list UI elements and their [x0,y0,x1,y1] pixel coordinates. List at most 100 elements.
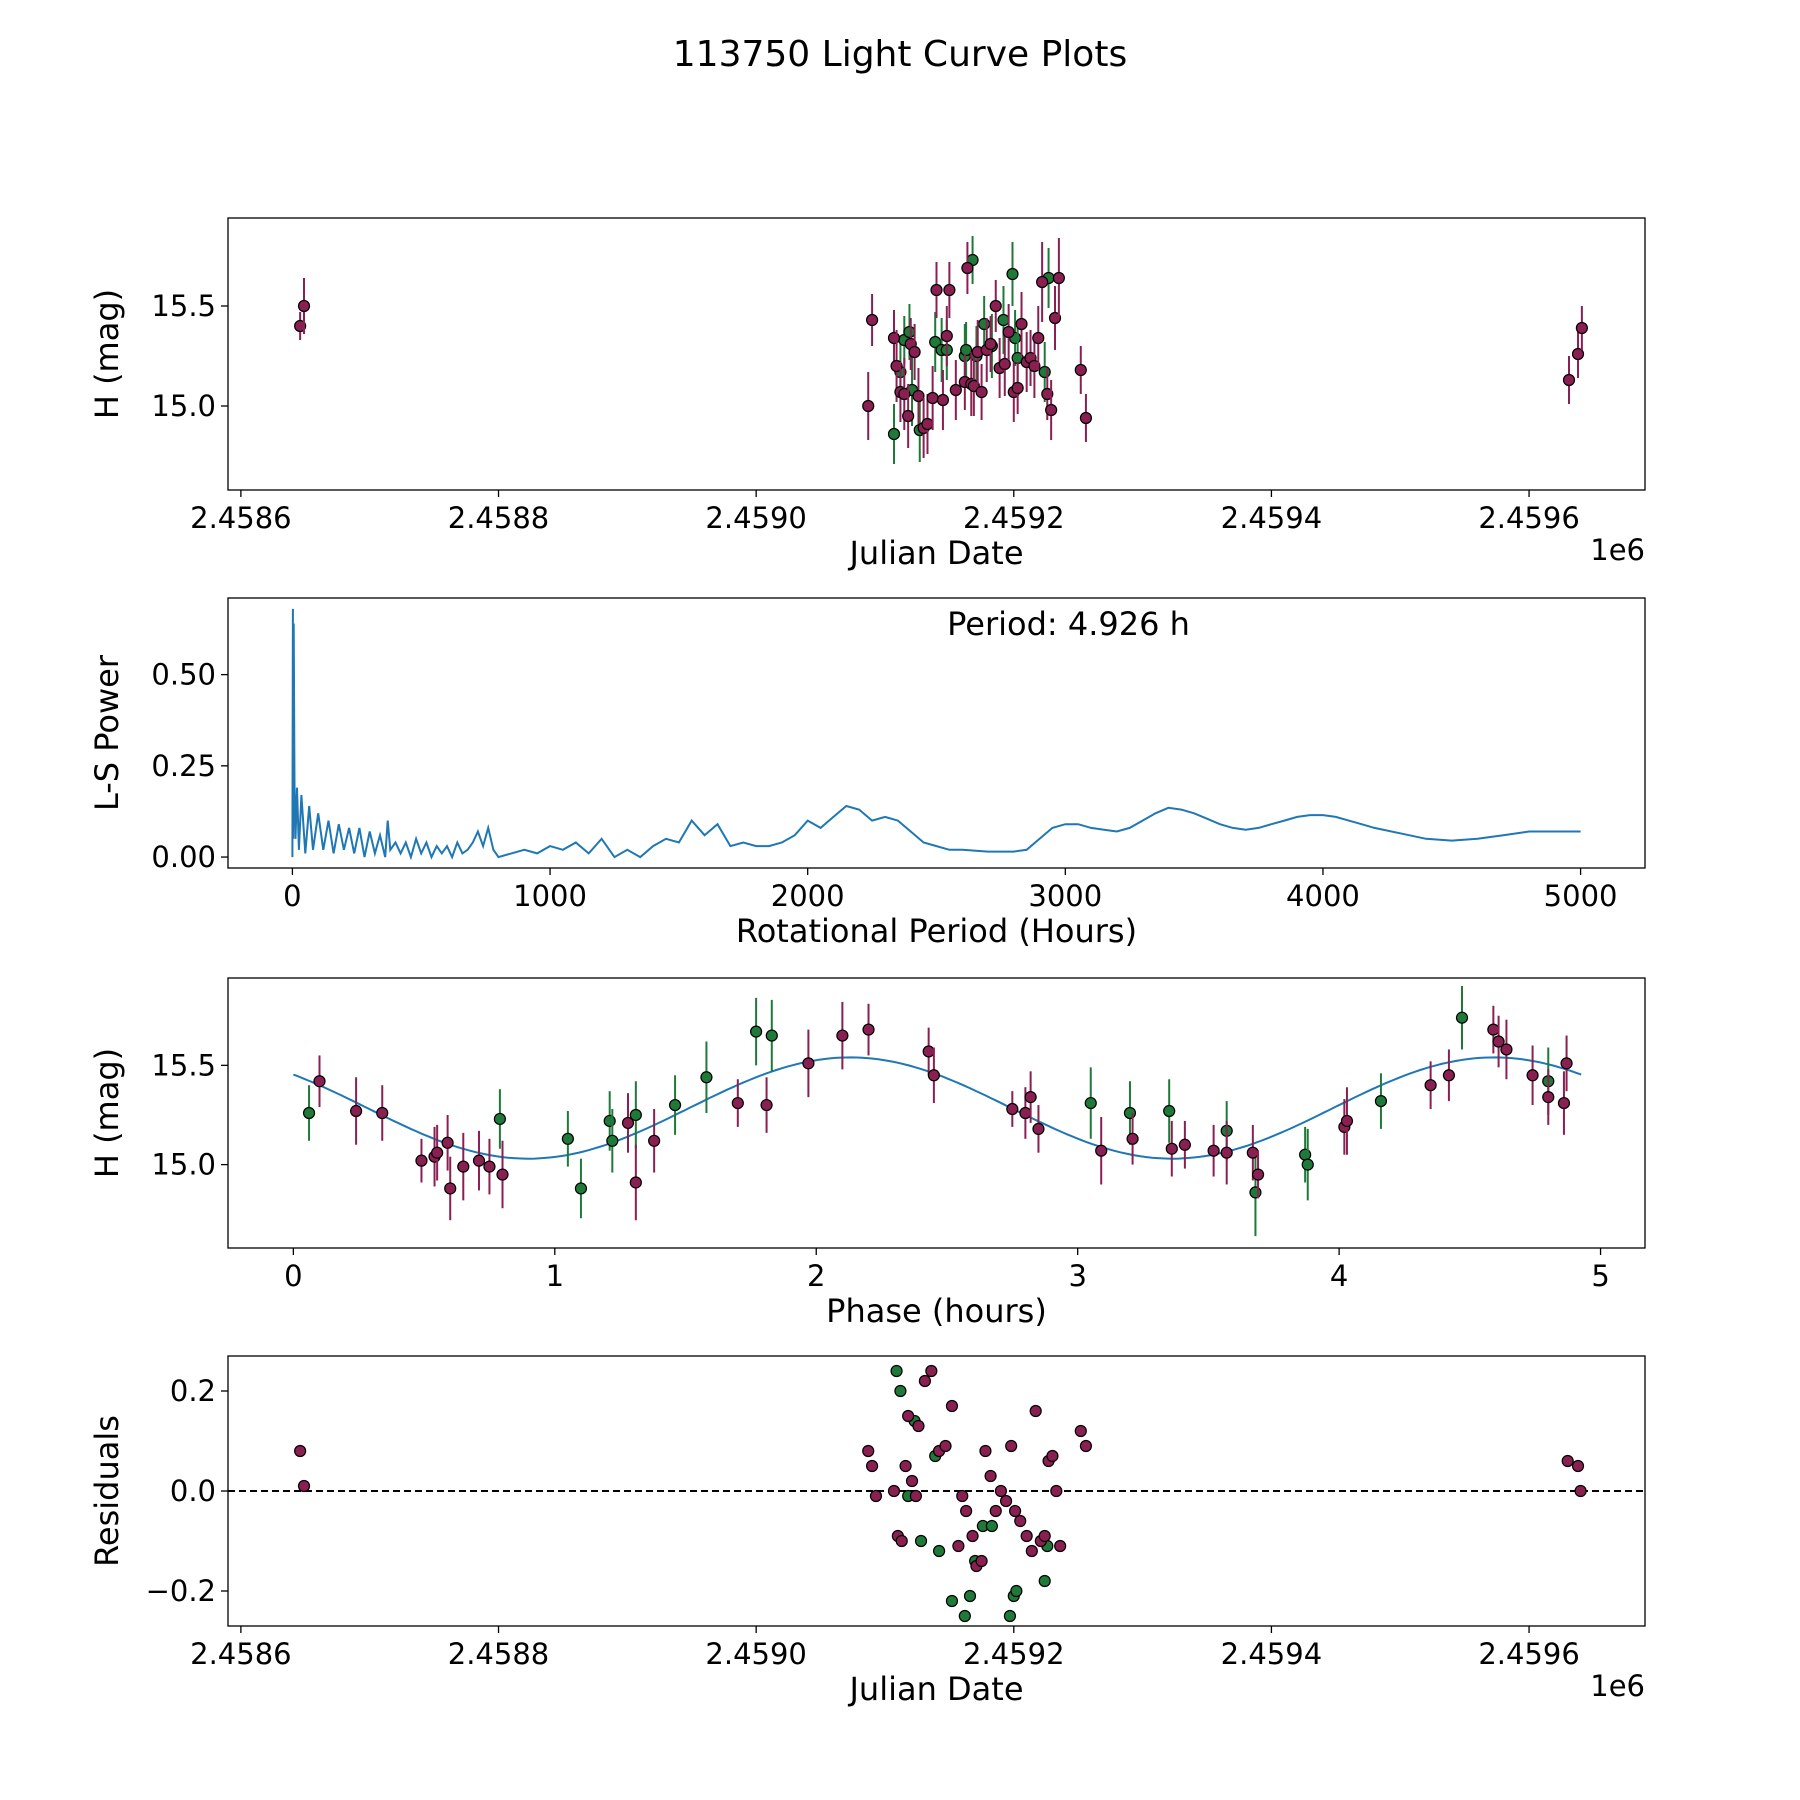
magenta-data-point [909,1489,922,1503]
magenta-data-point [1562,373,1576,387]
magenta-data-point [297,1479,311,1493]
x-tick-label: 2.4588 [448,501,549,535]
magenta-data-point [1178,1138,1191,1151]
y-tick-label: −0.2 [146,1574,216,1608]
green-data-point [1374,1094,1388,1108]
x-tick-label: 5 [1591,1259,1609,1293]
magenta-data-point [1024,1091,1037,1104]
green-data-point [958,1609,971,1623]
green-data-point [945,1594,959,1608]
magenta-data-point [984,1469,997,1483]
green-data-point [914,1534,928,1548]
magenta-data-point [989,299,1002,313]
y-tick-label: 15.5 [151,289,216,323]
magenta-data-point [1015,317,1028,331]
x-tick-label: 4 [1330,1259,1348,1293]
magenta-data-point [930,283,943,297]
residuals-panel: 2.4586 2.4588 2.4590 2.4592 2.4594 2.4596 −0.2… [88,1355,1646,1708]
x-tick-label: 5000 [1544,879,1618,913]
phase-folded-frame [227,977,1646,1249]
magenta-data-point [1052,271,1065,285]
periodogram-plot-area [291,608,1581,861]
magenta-data-point [1095,1144,1108,1157]
magenta-data-point [802,1057,815,1070]
y-tick-label: 0.25 [151,749,216,783]
magenta-data-point [731,1096,744,1110]
magenta-data-point [444,1182,457,1195]
magenta-data-point [1041,387,1054,401]
magenta-data-point [1571,347,1585,361]
magenta-data-point [350,1104,363,1118]
light-curve-x-axis-label: Julian Date [847,534,1023,572]
green-data-point [561,1132,574,1145]
magenta-data-point [862,1023,875,1036]
magenta-data-point [887,331,901,345]
x-tick-label: 2.4592 [963,1637,1064,1671]
green-data-point [1455,1011,1469,1024]
magenta-data-point [496,1168,509,1181]
periodogram-x-axis-label: Rotational Period (Hours) [736,912,1137,950]
magenta-data-point [895,1534,908,1548]
magenta-data-point [1560,1057,1573,1070]
magenta-data-point [1006,1102,1019,1116]
magenta-data-point [956,1489,969,1503]
green-data-point [1010,1584,1023,1598]
green-data-point [997,313,1010,327]
magenta-data-point [1526,1069,1539,1082]
magenta-data-point [908,345,921,359]
magenta-data-point [922,1045,935,1058]
magenta-data-point [1011,381,1024,395]
magenta-data-point [939,1439,952,1453]
magenta-data-point [1424,1079,1437,1092]
phase-folded-x-axis-label: Phase (hours) [826,1292,1047,1330]
x-tick-label: 4000 [1286,879,1360,913]
magenta-data-point [1036,275,1049,289]
green-data-point [978,317,991,331]
green-data-point [1123,1106,1137,1120]
magenta-data-point [912,1419,925,1433]
y-tick-label: 15.5 [151,1048,216,1082]
y-tick-label: 15.0 [151,1148,216,1182]
magenta-data-point [1571,1459,1585,1473]
x-offset-label: 1e6 [1590,533,1645,567]
x-tick-label: 2.4596 [1478,501,1579,535]
periodogram-y-axis-label: L-S Power [88,654,126,811]
x-tick-label: 0 [283,879,301,913]
magenta-data-point [294,319,307,333]
magenta-data-point [1492,1035,1505,1048]
x-tick-label: 2.4590 [705,1637,806,1671]
magenta-data-point [1046,1449,1059,1463]
magenta-data-point [1005,1439,1018,1453]
magenta-data-point [984,337,997,351]
green-data-point [890,1364,903,1378]
x-tick-label: 3000 [1028,879,1102,913]
magenta-data-point [975,1554,988,1568]
figure-title: 113750 Light Curve Plots [673,34,1127,75]
magenta-data-point [869,1489,883,1503]
magenta-data-point [1079,411,1093,425]
green-data-point [1163,1104,1176,1118]
green-data-point [629,1108,642,1122]
magenta-data-point [905,1474,919,1488]
magenta-data-point [483,1160,496,1173]
magenta-data-point [1054,1539,1067,1553]
magenta-data-point [1246,1146,1259,1159]
residuals-plot-area [228,1364,1645,1623]
magenta-data-point [862,1444,875,1458]
magenta-data-point [1557,1096,1571,1110]
magenta-data-point [1165,1142,1178,1155]
magenta-data-point [1019,1106,1032,1120]
magenta-data-point [1442,1069,1456,1082]
x-tick-label: 2 [807,1259,825,1293]
green-data-point [1038,1574,1051,1588]
green-data-point [1084,1096,1097,1110]
periodogram-frame [227,597,1646,869]
periodogram-panel: 0 1000 2000 3000 4000 5000 0.00 0.25 0.50 Rotatio… [88,597,1646,950]
magenta-data-point [1500,1043,1513,1056]
green-data-point [493,1112,506,1126]
y-tick-label: 0.00 [151,840,216,874]
phase-folded-plot-area [293,985,1582,1237]
magenta-data-point [1574,1484,1587,1498]
y-tick-label: 0.50 [151,658,216,692]
x-tick-label: 2.4592 [963,501,1064,535]
